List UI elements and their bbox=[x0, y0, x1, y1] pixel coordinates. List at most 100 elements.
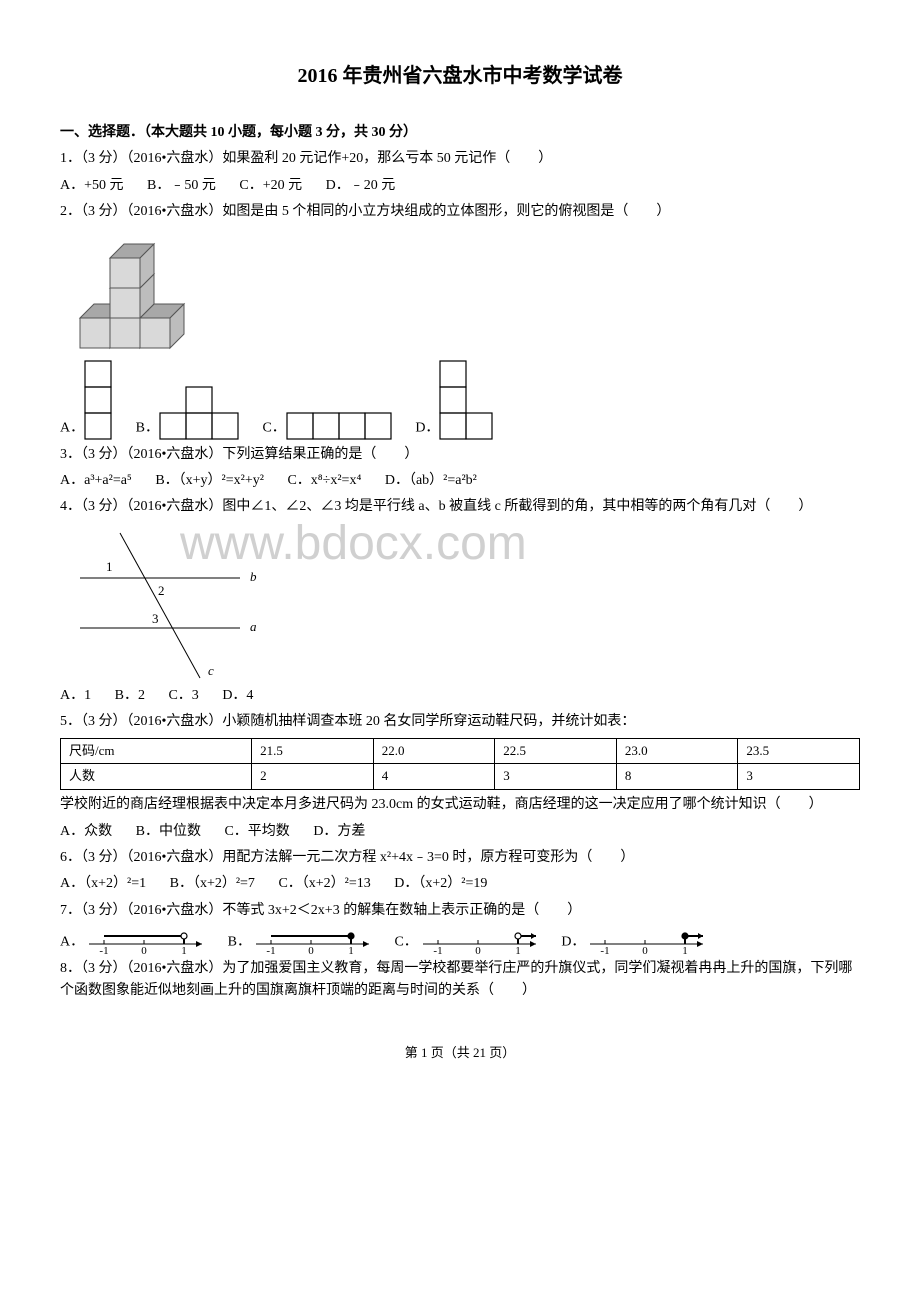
question-1: 1．（3 分）（2016•六盘水）如果盈利 20 元记作+20，那么亏本 50 … bbox=[60, 148, 860, 170]
svg-text:a: a bbox=[250, 619, 257, 634]
q1-opt-a: A．+50 元 bbox=[60, 175, 124, 197]
cube-3d-svg bbox=[60, 228, 200, 358]
table-cell: 23.0 bbox=[616, 738, 738, 764]
q4-opt-a: A．1 bbox=[60, 685, 91, 707]
grid-c-svg bbox=[286, 412, 392, 440]
section-header: 一、选择题．（本大题共 10 小题，每小题 3 分，共 30 分） bbox=[60, 122, 860, 144]
q7-label-b: B． bbox=[228, 935, 251, 950]
grid-d-svg bbox=[439, 360, 493, 440]
svg-text:1: 1 bbox=[348, 945, 354, 954]
q5-opt-d: D．方差 bbox=[313, 821, 365, 843]
question-3: 3．（3 分）（2016•六盘水）下列运算结果正确的是（ ） bbox=[60, 444, 860, 466]
grid-b-svg bbox=[159, 386, 239, 440]
q6-opt-c: C．（x+2）²=13 bbox=[278, 873, 370, 895]
q4-opt-b: B．2 bbox=[115, 685, 145, 707]
q7-opt-a: A． -1 0 1 bbox=[60, 926, 204, 954]
q1-options: A．+50 元 B．﹣50 元 C．+20 元 D．﹣20 元 bbox=[60, 175, 860, 197]
q4-opt-d: D．4 bbox=[222, 685, 253, 707]
q6-options: A．（x+2）²=1 B．（x+2）²=7 C．（x+2）²=13 D．（x+2… bbox=[60, 873, 860, 895]
svg-text:c: c bbox=[208, 663, 214, 678]
q2-figure-3d bbox=[60, 228, 860, 358]
q3-opt-b: B．（x+y）²=x²+y² bbox=[155, 470, 264, 492]
q3-text: 3．（3 分）（2016•六盘水）下列运算结果正确的是（ ） bbox=[60, 447, 418, 462]
q1-opt-c: C．+20 元 bbox=[239, 175, 302, 197]
q2-opt-b: B． bbox=[136, 386, 239, 440]
q2-label-b: B． bbox=[136, 420, 159, 435]
table-cell: 22.5 bbox=[495, 738, 617, 764]
q5-text2: 学校附近的商店经理根据表中决定本月多进尺码为 23.0cm 的女式运动鞋，商店经… bbox=[60, 794, 860, 816]
svg-text:0: 0 bbox=[308, 945, 314, 954]
table-cell: 尺码/cm bbox=[61, 738, 252, 764]
q4-figure: 1 2 3 a b c bbox=[60, 523, 860, 683]
question-2: 2．（3 分）（2016•六盘水）如图是由 5 个相同的小立方块组成的立体图形，… bbox=[60, 201, 860, 223]
q5-opt-b: B．中位数 bbox=[136, 821, 201, 843]
svg-text:0: 0 bbox=[475, 945, 481, 954]
q7-opt-b: B． -1 0 1 bbox=[228, 926, 371, 954]
svg-text:3: 3 bbox=[152, 611, 159, 626]
numberline-b-svg: -1 0 1 bbox=[251, 926, 371, 954]
svg-text:-1: -1 bbox=[266, 945, 275, 954]
q2-options: A． B． C． D． bbox=[60, 360, 860, 440]
question-5: 5．（3 分）（2016•六盘水）小颖随机抽样调查本班 20 名女同学所穿运动鞋… bbox=[60, 711, 860, 733]
q1-opt-d: D．﹣20 元 bbox=[326, 175, 396, 197]
svg-text:0: 0 bbox=[141, 945, 147, 954]
svg-text:2: 2 bbox=[158, 583, 165, 598]
q5-opt-a: A．众数 bbox=[60, 821, 112, 843]
q4-text: 4．（3 分）（2016•六盘水）图中∠1、∠2、∠3 均是平行线 a、b 被直… bbox=[60, 499, 812, 514]
q2-opt-d: D． bbox=[415, 360, 493, 440]
table-cell: 8 bbox=[616, 764, 738, 790]
q6-opt-b: B．（x+2）²=7 bbox=[170, 873, 255, 895]
table-cell: 4 bbox=[373, 764, 495, 790]
svg-text:0: 0 bbox=[643, 945, 649, 954]
q5-options: A．众数 B．中位数 C．平均数 D．方差 bbox=[60, 821, 860, 843]
q7-label-a: A． bbox=[60, 935, 84, 950]
table-cell: 22.0 bbox=[373, 738, 495, 764]
q6-opt-d: D．（x+2）²=19 bbox=[394, 873, 487, 895]
svg-text:-1: -1 bbox=[601, 945, 610, 954]
q2-label-c: C． bbox=[262, 420, 285, 435]
q2-opt-a: A． bbox=[60, 360, 112, 440]
page-title: 2016 年贵州省六盘水市中考数学试卷 bbox=[60, 60, 860, 92]
q4-options: A．1 B．2 C．3 D．4 bbox=[60, 685, 860, 707]
q6-opt-a: A．（x+2）²=1 bbox=[60, 873, 146, 895]
q1-text: 1．（3 分）（2016•六盘水）如果盈利 20 元记作+20，那么亏本 50 … bbox=[60, 151, 552, 166]
q3-opt-c: C．x⁸÷x²=x⁴ bbox=[287, 470, 361, 492]
q2-label-a: A． bbox=[60, 420, 84, 435]
q7-label-d: D． bbox=[561, 935, 585, 950]
grid-a-svg bbox=[84, 360, 112, 440]
q3-opt-d: D．（ab）²=a²b² bbox=[385, 470, 477, 492]
svg-text:-1: -1 bbox=[433, 945, 442, 954]
q5-opt-c: C．平均数 bbox=[224, 821, 289, 843]
numberline-d-svg: -1 0 1 bbox=[585, 926, 705, 954]
q2-label-d: D． bbox=[415, 420, 439, 435]
svg-text:1: 1 bbox=[515, 945, 521, 954]
question-4: 4．（3 分）（2016•六盘水）图中∠1、∠2、∠3 均是平行线 a、b 被直… bbox=[60, 496, 860, 518]
q3-opt-a: A．a³+a²=a⁵ bbox=[60, 470, 132, 492]
question-7: 7．（3 分）（2016•六盘水）不等式 3x+2＜2x+3 的解集在数轴上表示… bbox=[60, 900, 860, 922]
svg-text:1: 1 bbox=[181, 945, 187, 954]
svg-text:1: 1 bbox=[683, 945, 689, 954]
table-cell: 3 bbox=[738, 764, 860, 790]
page-footer: 第 1 页（共 21 页） bbox=[60, 1043, 860, 1064]
q7-label-c: C． bbox=[394, 935, 417, 950]
q7-text: 7．（3 分）（2016•六盘水）不等式 3x+2＜2x+3 的解集在数轴上表示… bbox=[60, 903, 581, 918]
q2-opt-c: C． bbox=[262, 412, 391, 440]
numberline-a-svg: -1 0 1 bbox=[84, 926, 204, 954]
q8-text: 8．（3 分）（2016•六盘水）为了加强爱国主义教育，每周一学校都要举行庄严的… bbox=[60, 961, 852, 998]
question-8: 8．（3 分）（2016•六盘水）为了加强爱国主义教育，每周一学校都要举行庄严的… bbox=[60, 958, 860, 1003]
q1-opt-b: B．﹣50 元 bbox=[147, 175, 216, 197]
q7-opt-c: C． -1 0 1 bbox=[394, 926, 537, 954]
q4-opt-c: C．3 bbox=[168, 685, 198, 707]
q5-text: 5．（3 分）（2016•六盘水）小颖随机抽样调查本班 20 名女同学所穿运动鞋… bbox=[60, 714, 635, 729]
svg-text:1: 1 bbox=[106, 559, 113, 574]
table-cell: 人数 bbox=[61, 764, 252, 790]
svg-text:b: b bbox=[250, 569, 257, 584]
q7-opt-d: D． -1 0 1 bbox=[561, 926, 705, 954]
q6-text: 6．（3 分）（2016•六盘水）用配方法解一元二次方程 x²+4x﹣3=0 时… bbox=[60, 850, 634, 865]
q3-options: A．a³+a²=a⁵ B．（x+y）²=x²+y² C．x⁸÷x²=x⁴ D．（… bbox=[60, 470, 860, 492]
table-cell: 21.5 bbox=[252, 738, 374, 764]
table-cell: 2 bbox=[252, 764, 374, 790]
svg-text:-1: -1 bbox=[100, 945, 109, 954]
parallel-lines-svg: 1 2 3 a b c bbox=[60, 523, 260, 683]
table-cell: 23.5 bbox=[738, 738, 860, 764]
